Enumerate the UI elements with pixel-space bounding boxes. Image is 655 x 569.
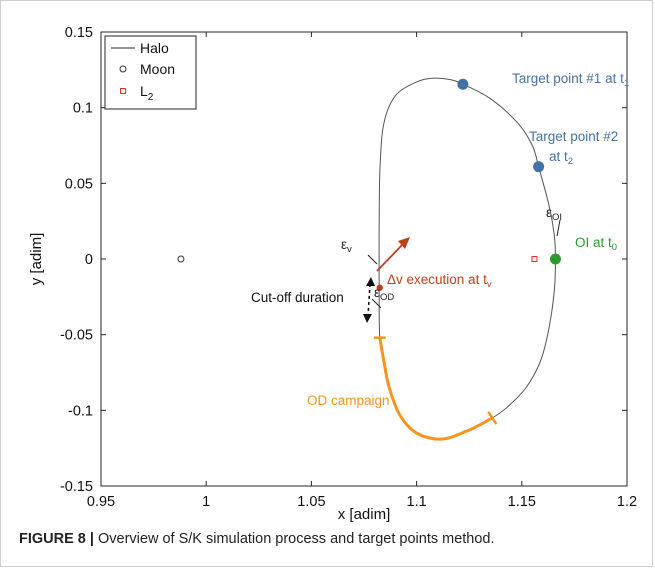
annotation-od: OD campaign xyxy=(307,393,390,408)
legend-l2-label: L2 xyxy=(140,83,154,103)
annotation-eps-od: εOD xyxy=(374,285,394,303)
y-tick-label: -0.15 xyxy=(60,479,93,495)
dv-execution-marker xyxy=(376,284,383,291)
y-tick-label: -0.05 xyxy=(60,328,93,344)
legend: Halo Moon L2 xyxy=(104,35,197,110)
y-tick-label: 0 xyxy=(85,252,93,268)
legend-moon-label: Moon xyxy=(140,61,175,77)
annotation-eps-oi: εOI xyxy=(546,205,562,223)
od-campaign-arc xyxy=(378,336,494,441)
cutoff-arrow xyxy=(367,283,371,317)
x-tick-label: 1 xyxy=(202,494,210,510)
chart: 0.95 1 1.05 1.1 1.15 1.2 -0.15 -0.1 -0.05 0 0.05 0.… xyxy=(28,25,637,523)
y-tick-label: 0.15 xyxy=(65,25,93,41)
x-axis-label: x [adim] xyxy=(338,506,391,523)
cutoff-arrowhead-bottom xyxy=(363,314,372,323)
series-layer xyxy=(373,77,556,441)
eps-od-leader xyxy=(371,298,382,309)
annotation-oi: OI at t0 xyxy=(575,235,617,253)
annotation-cutoff: Cut-off duration xyxy=(251,290,344,305)
x-tick-label: 1.2 xyxy=(617,494,637,510)
annotations-layer: Target point #1 at t1 Target point #2 at t… xyxy=(251,71,629,408)
axis-ticks: 0.95 1 1.05 1.1 1.15 1.2 -0.15 -0.1 -0.05 0 0.05 0.… xyxy=(60,25,637,510)
annotation-target1: Target point #1 at t1 xyxy=(512,71,629,89)
annotation-target2a: Target point #2 xyxy=(529,129,618,144)
annotation-target2b: at t2 xyxy=(549,149,573,167)
x-tick-label: 1.15 xyxy=(508,494,536,510)
cutoff-arrowhead-top xyxy=(366,277,375,286)
oi-marker xyxy=(549,253,561,265)
x-tick-label: 1.1 xyxy=(407,494,427,510)
annotation-eps-v: εv xyxy=(341,237,352,255)
x-tick-label: 0.95 xyxy=(87,494,115,510)
x-tick-label: 1.05 xyxy=(297,494,325,510)
caption-text: Overview of S/K simulation process and t… xyxy=(98,531,495,547)
dv-arrow xyxy=(376,242,405,272)
eps-v-leader xyxy=(367,254,378,265)
y-tick-label: 0.1 xyxy=(73,101,93,117)
target-point-2-marker xyxy=(533,161,545,173)
markers-layer xyxy=(177,78,561,291)
legend-l2-square-icon xyxy=(120,88,126,94)
caption-label: FIGURE 8 | xyxy=(19,531,94,547)
moon-marker xyxy=(177,255,185,263)
figure-caption: FIGURE 8 | Overview of S/K simulation pr… xyxy=(19,531,649,547)
target-point-1-marker xyxy=(457,78,469,90)
eps-oi-leader xyxy=(556,219,561,237)
y-axis-label: y [adim] xyxy=(28,233,45,286)
od-end-tick xyxy=(487,411,498,425)
annotation-dv: Δv execution at tv xyxy=(387,272,492,290)
l2-marker xyxy=(531,256,538,262)
dv-arrowhead xyxy=(398,237,410,249)
y-tick-label: 0.05 xyxy=(65,176,93,192)
legend-halo-label: Halo xyxy=(140,40,169,56)
legend-moon-circle-icon xyxy=(119,65,127,73)
y-tick-label: -0.1 xyxy=(68,403,93,419)
